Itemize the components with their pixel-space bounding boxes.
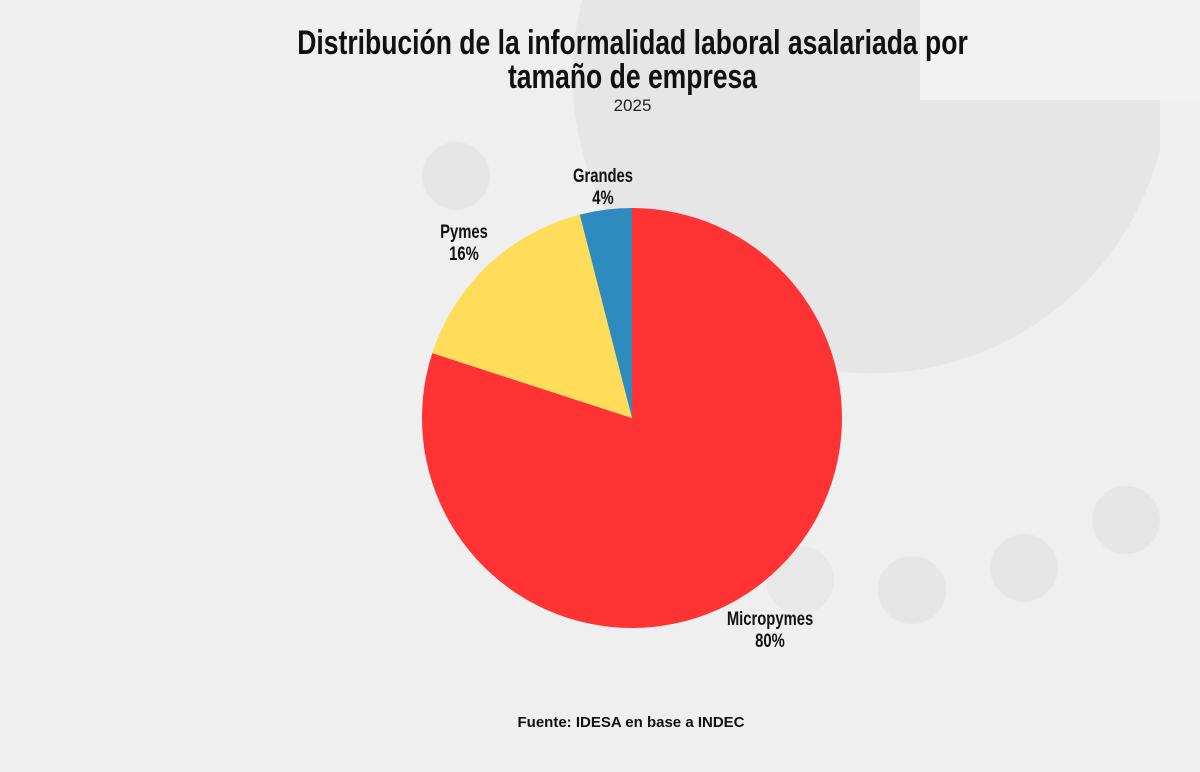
slice-name-label: Pymes [440,221,488,242]
slice-value-label: 80% [755,630,785,651]
chart-subtitle: 2025 [613,96,652,115]
title-line-1: Distribución de la informalidad laboral … [297,24,968,62]
pie-slice-micropymes [422,208,843,628]
title-line-2: tamaño de empresa [507,58,758,96]
pie-slice-pymes [432,214,632,418]
slice-value-label: 16% [449,243,479,264]
slice-name-label: Grandes [573,165,633,186]
pie-slice-grandes [579,208,632,418]
slice-name-label: Micropymes [727,608,813,629]
slice-value-label: 4% [592,187,613,208]
source-note: Fuente: IDESA en base a INDEC [517,714,745,731]
